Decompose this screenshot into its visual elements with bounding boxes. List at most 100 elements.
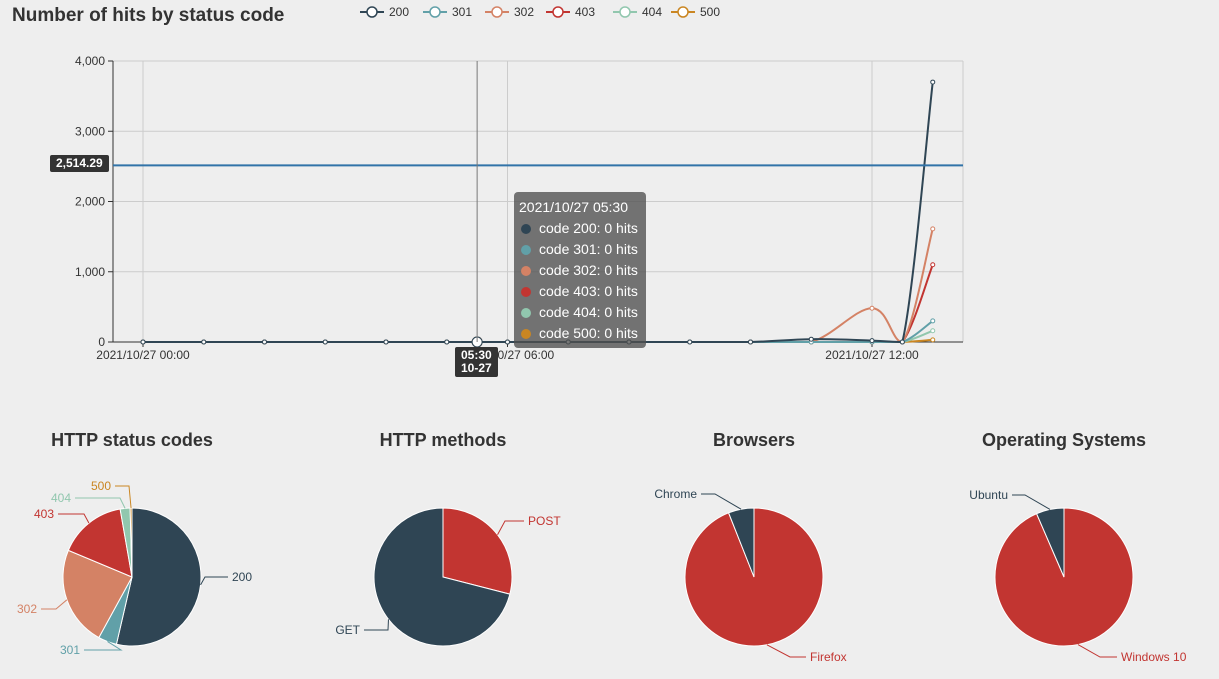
series-200-point[interactable] xyxy=(899,339,905,345)
line-chart-legend[interactable]: 200 301 302 403 404 500 xyxy=(360,5,720,19)
series-200-point[interactable] xyxy=(201,339,207,345)
crosshair-y-badge: 2,514.29 xyxy=(50,155,109,172)
series-200-point[interactable] xyxy=(444,339,450,345)
pie-slice-label: Ubuntu xyxy=(969,488,1008,502)
pie-slice-label: 200 xyxy=(232,570,252,584)
legend-label: 404 xyxy=(642,5,662,19)
tooltip-row: code 500: 0 hits xyxy=(519,323,641,344)
tooltip-header: 2021/10/27 05:30 xyxy=(519,199,628,215)
tooltip-row-text: code 200: 0 hits xyxy=(539,220,638,236)
series-200-dot-icon xyxy=(521,224,531,234)
legend-circle-icon xyxy=(429,6,441,18)
pie-leader-line xyxy=(115,485,132,509)
series-403-dot-icon xyxy=(521,287,531,297)
tooltip-row: code 301: 0 hits xyxy=(519,239,641,260)
series-200-point[interactable] xyxy=(808,336,814,342)
legend-item-404[interactable]: 404 xyxy=(613,5,662,19)
x-tick-label: 2021/10/27 12:00 xyxy=(825,348,919,362)
series-200-point[interactable] xyxy=(930,79,936,85)
crosshair-x-time: 05:30 xyxy=(461,348,492,362)
line-chart-title: Number of hits by status code xyxy=(12,5,284,26)
pie-leader-line xyxy=(41,599,68,610)
crosshair-x-badge: 05:30 10-27 xyxy=(455,347,498,377)
crosshair-x-date: 10-27 xyxy=(461,361,492,375)
legend-circle-icon xyxy=(552,6,564,18)
series-302-point[interactable] xyxy=(930,226,936,232)
series-302-dot-icon xyxy=(521,266,531,276)
pie-slice-ubuntu[interactable] xyxy=(1035,507,1065,578)
pie-status-title: HTTP status codes xyxy=(51,430,213,450)
pie-methods-title: HTTP methods xyxy=(380,430,507,450)
legend-label: 301 xyxy=(452,5,472,19)
series-200-point[interactable] xyxy=(383,339,389,345)
series-200-point[interactable] xyxy=(687,339,693,345)
legend-circle-icon xyxy=(677,6,689,18)
legend-item-302[interactable]: 302 xyxy=(485,5,534,19)
pie-http-methods[interactable]: POST GET xyxy=(335,507,561,647)
legend-label: 302 xyxy=(514,5,534,19)
pie-slice-post[interactable] xyxy=(442,507,513,595)
pie-browsers[interactable]: Firefox Chrome xyxy=(654,487,846,664)
series-200-point[interactable] xyxy=(140,339,146,345)
pie-slice-500[interactable] xyxy=(129,507,133,578)
series-301-dot-icon xyxy=(521,245,531,255)
series-500-point[interactable] xyxy=(930,337,936,343)
series-200-point[interactable] xyxy=(505,339,510,345)
series-404-dot-icon xyxy=(521,308,531,318)
pie-leader-line xyxy=(84,641,123,651)
legend-item-500[interactable]: 500 xyxy=(671,5,720,19)
pie-leader-line xyxy=(766,644,806,658)
y-tick-label: 3,000 xyxy=(75,124,105,138)
tooltip-row-text: code 403: 0 hits xyxy=(539,283,638,299)
pie-slice-get[interactable] xyxy=(373,507,511,647)
pie-status-codes[interactable]: 200 301 302 403 404 500 xyxy=(17,479,252,657)
pie-slice-label: GET xyxy=(335,623,360,637)
y-tick-label: 2,000 xyxy=(75,195,105,209)
tooltip-row: code 403: 0 hits xyxy=(519,281,641,302)
pie-leader-line xyxy=(701,493,742,510)
pie-slice-label: Windows 10 xyxy=(1121,650,1187,664)
legend-label: 500 xyxy=(700,5,720,19)
pie-slice-302[interactable] xyxy=(62,549,133,639)
line-chart-tooltip: 2021/10/27 05:30 code 200: 0 hits code 3… xyxy=(514,192,646,348)
y-tick-label: 4,000 xyxy=(75,54,105,68)
legend-item-403[interactable]: 403 xyxy=(546,5,595,19)
y-tick-label: 1,000 xyxy=(75,265,105,279)
series-200-point[interactable] xyxy=(262,339,267,345)
pie-slice-label: 500 xyxy=(91,479,111,493)
pie-slice-label: 403 xyxy=(34,507,54,521)
series-302-point[interactable] xyxy=(869,305,875,311)
tooltip-row-text: code 500: 0 hits xyxy=(539,325,638,341)
legend-circle-icon xyxy=(619,6,631,18)
series-200-point[interactable] xyxy=(869,338,875,344)
series-200-point[interactable] xyxy=(322,339,328,345)
series-403-point[interactable] xyxy=(930,262,936,268)
legend-item-200[interactable]: 200 xyxy=(360,5,409,19)
pie-leader-line xyxy=(75,497,126,509)
pie-slice-label: Chrome xyxy=(654,487,697,501)
tooltip-row-text: code 301: 0 hits xyxy=(539,241,638,257)
pie-operating-systems[interactable]: Windows 10 Ubuntu xyxy=(969,488,1186,664)
legend-item-301[interactable]: 301 xyxy=(423,5,472,19)
legend-circle-icon xyxy=(491,6,503,18)
series-200-point[interactable] xyxy=(748,339,753,345)
pie-slice-200[interactable] xyxy=(115,507,202,647)
series-301-point[interactable] xyxy=(930,318,936,324)
tooltip-row-text: code 404: 0 hits xyxy=(539,304,638,320)
series-404-point[interactable] xyxy=(930,328,936,334)
pie-slice-label: 301 xyxy=(60,643,80,657)
pie-slice-label: 302 xyxy=(17,602,37,616)
pie-slice-label: POST xyxy=(528,514,561,528)
tooltip-row: code 404: 0 hits xyxy=(519,302,641,323)
pie-browsers-title: Browsers xyxy=(713,430,795,450)
tooltip-row-text: code 302: 0 hits xyxy=(539,262,638,278)
x-tick-label: 2021/10/27 00:00 xyxy=(96,348,190,362)
pie-leader-line xyxy=(58,513,90,524)
y-tick-label: 0 xyxy=(98,335,105,349)
series-500-dot-icon xyxy=(521,329,531,339)
tooltip-row: code 302: 0 hits xyxy=(519,260,641,281)
pie-leader-line xyxy=(497,520,524,535)
pie-leader-line xyxy=(1077,644,1117,658)
pie-leader-line xyxy=(1012,494,1051,510)
pie-slice-label: 404 xyxy=(51,491,71,505)
